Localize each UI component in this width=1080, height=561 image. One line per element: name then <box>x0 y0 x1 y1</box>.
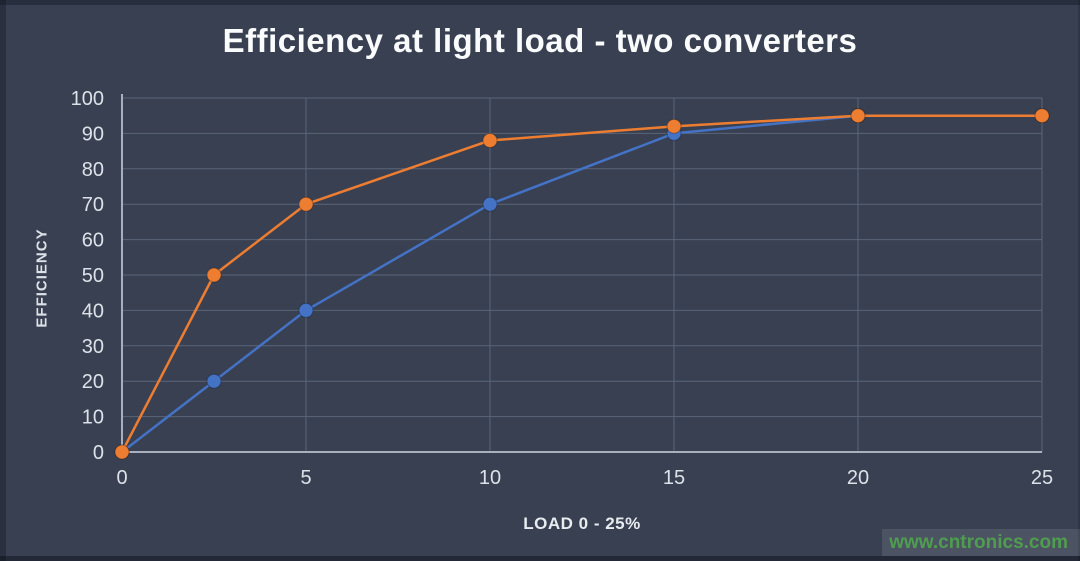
y-tick-label: 50 <box>82 265 104 287</box>
y-tick-label: 0 <box>93 442 104 464</box>
y-tick-label: 70 <box>82 194 104 216</box>
x-tick-label: 25 <box>1031 467 1053 489</box>
y-tick-label: 20 <box>82 371 104 393</box>
data-point-converter-blue <box>206 373 222 389</box>
chart-title: Efficiency at light load - two converter… <box>222 22 858 59</box>
data-point-converter-orange <box>298 196 314 212</box>
y-tick-label: 40 <box>82 300 104 322</box>
x-tick-label: 10 <box>479 467 501 489</box>
data-point-converter-blue <box>482 196 498 212</box>
y-tick-label: 60 <box>82 230 104 252</box>
x-tick-label: 20 <box>847 467 869 489</box>
data-point-converter-orange <box>206 267 222 283</box>
series-line-converter-orange <box>120 114 1044 454</box>
data-point-converter-orange <box>482 132 498 148</box>
y-tick-label: 100 <box>71 88 104 110</box>
x-tick-label: 5 <box>300 467 311 489</box>
data-point-converter-orange <box>666 118 682 134</box>
y-tick-label: 90 <box>82 123 104 145</box>
y-tick-label: 10 <box>82 407 104 429</box>
y-tick-label: 30 <box>82 336 104 358</box>
data-point-converter-orange <box>114 444 130 460</box>
series-line-converter-blue <box>120 114 1044 454</box>
x-tick-label: 15 <box>663 467 685 489</box>
data-point-converter-orange <box>850 108 866 124</box>
data-point-converter-orange <box>1034 108 1050 124</box>
x-axis-title: LOAD 0 - 25% <box>523 514 641 533</box>
data-point-converter-blue <box>298 302 314 318</box>
watermark-text: www.cntronics.com <box>889 531 1068 553</box>
y-tick-label: 80 <box>82 159 104 181</box>
x-tick-label: 0 <box>116 467 127 489</box>
watermark-band: www.cntronics.com <box>882 529 1080 556</box>
